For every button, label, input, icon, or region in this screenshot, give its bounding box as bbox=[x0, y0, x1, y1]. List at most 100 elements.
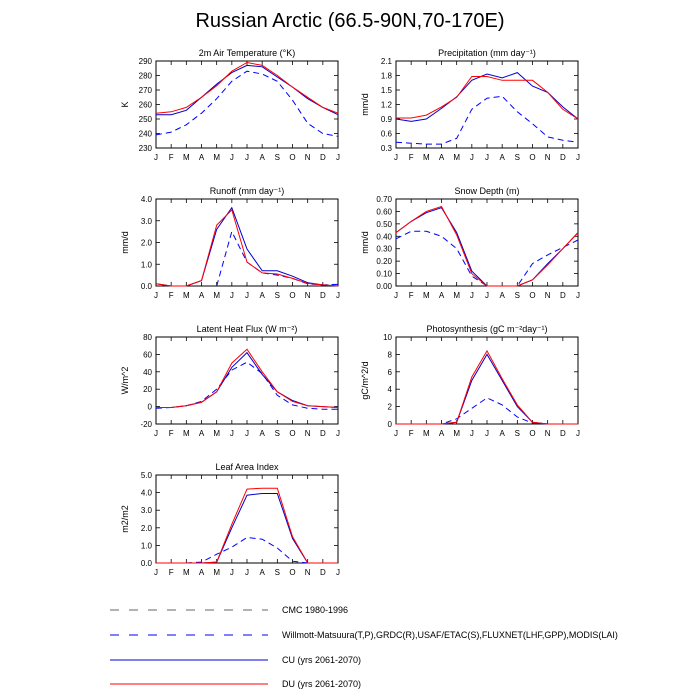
x-tick-label: A bbox=[499, 291, 505, 300]
y-axis-label: K bbox=[120, 101, 130, 107]
x-tick-label: J bbox=[336, 153, 340, 162]
x-tick-label: J bbox=[245, 429, 249, 438]
x-tick-label: A bbox=[439, 291, 445, 300]
x-tick-label: F bbox=[409, 429, 414, 438]
x-tick-label: J bbox=[470, 153, 474, 162]
series-line-du bbox=[156, 348, 339, 408]
x-tick-label: J bbox=[154, 291, 158, 300]
x-tick-label: N bbox=[305, 429, 311, 438]
y-tick-label: 80 bbox=[143, 333, 152, 342]
x-tick-label: J bbox=[576, 153, 580, 162]
x-tick-label: S bbox=[275, 153, 280, 162]
y-tick-label: 290 bbox=[139, 57, 153, 66]
legend-label: CMC 1980-1996 bbox=[282, 605, 348, 615]
chart-title: Snow Depth (m) bbox=[454, 186, 519, 196]
x-tick-label: A bbox=[199, 153, 205, 162]
series-line-du bbox=[155, 61, 339, 114]
x-tick-label: J bbox=[485, 429, 489, 438]
y-tick-label: 240 bbox=[139, 130, 153, 139]
x-tick-label: J bbox=[245, 153, 249, 162]
x-tick-label: M bbox=[423, 429, 430, 438]
series-line-wm bbox=[155, 70, 339, 137]
chart-panel-7: Leaf Area Index m2/m2 0.0 1.0 2.0 3.0 4.0 5.0 J F… bbox=[120, 462, 340, 577]
x-tick-label: M bbox=[213, 291, 220, 300]
x-tick-label: J bbox=[230, 291, 234, 300]
x-tick-label: M bbox=[453, 153, 460, 162]
chart-title: Leaf Area Index bbox=[215, 462, 279, 472]
y-tick-label: 4.0 bbox=[141, 489, 153, 498]
x-tick-label: M bbox=[213, 568, 220, 577]
x-tick-label: J bbox=[485, 291, 489, 300]
y-tick-label: 3.0 bbox=[141, 217, 153, 226]
y-tick-label: 4 bbox=[388, 385, 393, 394]
x-tick-label: M bbox=[213, 153, 220, 162]
series-line-cu bbox=[156, 64, 339, 116]
x-tick-label: J bbox=[230, 568, 234, 577]
x-tick-label: F bbox=[169, 429, 174, 438]
x-tick-label: J bbox=[336, 568, 340, 577]
y-axis-label: mm/d bbox=[360, 231, 370, 254]
y-tick-label: 1.8 bbox=[381, 72, 393, 81]
y-tick-label: -20 bbox=[140, 420, 152, 429]
x-tick-label: J bbox=[576, 291, 580, 300]
x-tick-label: D bbox=[560, 291, 566, 300]
chart-title: 2m Air Temperature (°K) bbox=[199, 48, 295, 58]
y-axis-label: gC/m^2/d bbox=[360, 361, 370, 399]
legend-label: DU (yrs 2061-2070) bbox=[282, 679, 361, 689]
x-tick-label: A bbox=[199, 429, 205, 438]
x-tick-label: A bbox=[259, 429, 265, 438]
x-tick-label: S bbox=[275, 291, 280, 300]
y-tick-label: 2.0 bbox=[141, 524, 153, 533]
y-tick-label: 0.3 bbox=[381, 144, 393, 153]
series-line-wm bbox=[395, 230, 579, 287]
y-tick-label: 0.9 bbox=[381, 115, 393, 124]
x-tick-label: S bbox=[275, 568, 280, 577]
x-tick-label: A bbox=[499, 429, 505, 438]
y-tick-label: 0.60 bbox=[376, 207, 392, 216]
series-line-cu bbox=[155, 206, 339, 287]
x-tick-label: S bbox=[515, 429, 520, 438]
x-tick-label: F bbox=[409, 153, 414, 162]
y-tick-label: 0.20 bbox=[376, 257, 392, 266]
chart-panel-2: Precipitation (mm day⁻¹) mm/d 0.3 0.6 0.9 1.2… bbox=[360, 48, 580, 162]
x-tick-label: S bbox=[515, 153, 520, 162]
y-tick-label: 60 bbox=[143, 350, 152, 359]
x-tick-label: F bbox=[169, 568, 174, 577]
series-line-du bbox=[156, 487, 338, 564]
x-tick-label: D bbox=[320, 429, 326, 438]
x-tick-label: J bbox=[394, 153, 398, 162]
x-tick-label: D bbox=[560, 153, 566, 162]
series-line-cu bbox=[395, 207, 579, 287]
chart-panel-1: 2m Air Temperature (°K) K 230 240 250 260 270 2… bbox=[120, 48, 340, 162]
y-tick-label: 6 bbox=[388, 368, 393, 377]
chart-panel-4: Snow Depth (m) mm/d 0.00 0.10 0.20 0.30 0.40 0.… bbox=[360, 186, 580, 300]
series-line-wm bbox=[395, 95, 579, 145]
series-line-wm bbox=[155, 361, 338, 410]
x-tick-label: N bbox=[545, 429, 551, 438]
y-tick-label: 3.0 bbox=[141, 506, 153, 515]
chart-panel-5: Latent Heat Flux (W m⁻²) W/m^2 -20 0 20 40 60 8… bbox=[120, 324, 340, 438]
series-line-du bbox=[396, 349, 578, 425]
x-tick-label: J bbox=[394, 429, 398, 438]
x-tick-label: M bbox=[183, 291, 190, 300]
x-tick-label: J bbox=[336, 429, 340, 438]
x-tick-label: D bbox=[560, 429, 566, 438]
y-tick-label: 0.0 bbox=[141, 282, 153, 291]
series-line-du bbox=[155, 208, 339, 287]
x-tick-label: M bbox=[183, 153, 190, 162]
x-tick-label: O bbox=[529, 291, 535, 300]
legend-label: CU (yrs 2061-2070) bbox=[282, 655, 361, 665]
x-tick-label: N bbox=[305, 291, 311, 300]
x-tick-label: O bbox=[529, 153, 535, 162]
x-tick-label: J bbox=[394, 291, 398, 300]
y-tick-label: 40 bbox=[143, 368, 152, 377]
series-line-cu bbox=[156, 351, 339, 408]
x-tick-label: J bbox=[245, 568, 249, 577]
charts-area: 2m Air Temperature (°K)K2302402502602702… bbox=[120, 48, 580, 577]
x-tick-label: O bbox=[289, 291, 295, 300]
x-tick-label: M bbox=[453, 291, 460, 300]
main-title: Russian Arctic (66.5-90N,70-170E) bbox=[195, 10, 505, 32]
x-tick-label: F bbox=[409, 291, 414, 300]
y-tick-label: 230 bbox=[139, 144, 153, 153]
x-tick-label: A bbox=[439, 429, 445, 438]
